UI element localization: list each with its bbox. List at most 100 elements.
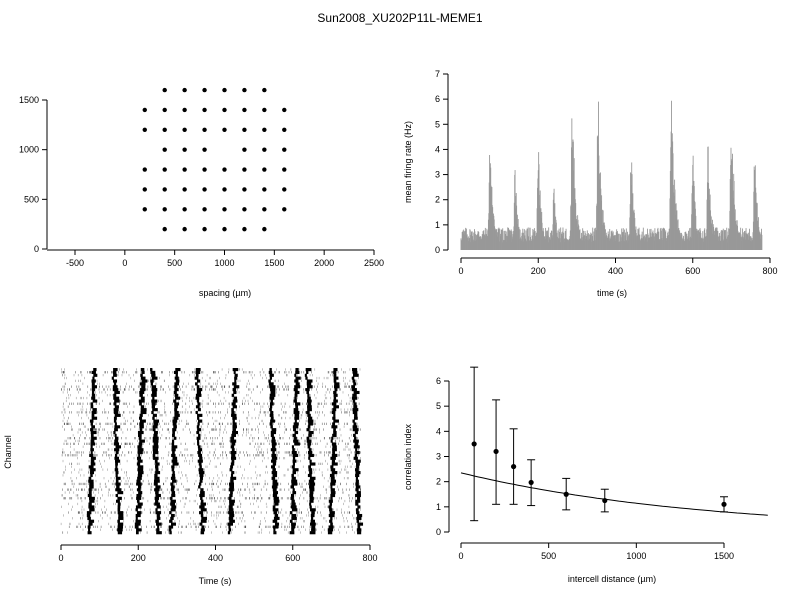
- burst-spike-block: [154, 502, 160, 506]
- burst-spike-block: [330, 439, 333, 443]
- x-axis-label: intercell distance (µm): [568, 574, 656, 584]
- burst-spike-block: [272, 493, 278, 498]
- burst-spike-block: [197, 451, 201, 455]
- burst-spike-block: [351, 376, 355, 380]
- burst-spike-block: [292, 471, 297, 475]
- burst-spike-block: [136, 499, 140, 503]
- burst-spike-block: [172, 479, 177, 483]
- electrode-point: [282, 167, 287, 172]
- burst-spike-block: [88, 491, 92, 495]
- burst-spike-block: [154, 476, 160, 480]
- burst-spike-block: [269, 368, 272, 372]
- burst-spike-block: [198, 471, 205, 475]
- burst-spike-block: [170, 516, 174, 520]
- burst-spike-block: [290, 485, 295, 489]
- burst-spike-block: [171, 442, 175, 446]
- burst-spike-block: [273, 499, 280, 503]
- burst-spike-block: [231, 393, 235, 397]
- burst-spike-block: [269, 405, 273, 409]
- burst-spike-block: [356, 516, 362, 520]
- electrode-point: [162, 207, 167, 212]
- burst-spike-block: [153, 430, 158, 435]
- burst-spike-block: [199, 476, 204, 480]
- y-tick-label: 6: [435, 94, 440, 104]
- burst-spike-block: [152, 448, 159, 452]
- x-tick-label: 800: [762, 266, 777, 276]
- firing-rate-plot: 0 200 400 600 800 0 1 2 3 4 5 6 7 time (s) mean fir…: [403, 69, 778, 298]
- burst-spike-block: [274, 502, 279, 506]
- burst-spike-block: [139, 393, 143, 397]
- burst-spike-block: [171, 505, 177, 509]
- burst-spike-block: [332, 445, 337, 449]
- burst-spike-block: [169, 531, 172, 535]
- burst-spike-block: [330, 468, 336, 472]
- data-point: [721, 501, 727, 507]
- burst-spike-block: [293, 428, 297, 432]
- burst-spike-block: [173, 436, 177, 440]
- burst-spike-block: [228, 516, 234, 520]
- electrode-point: [202, 226, 207, 232]
- burst-spike-block: [153, 456, 159, 460]
- burst-spike-block: [328, 505, 332, 509]
- burst-spike-block: [291, 513, 297, 518]
- burst-spike-block: [115, 451, 119, 455]
- burst-spike-block: [86, 511, 92, 515]
- burst-spike-block: [87, 493, 92, 498]
- burst-spike-block: [194, 376, 199, 380]
- burst-spike-block: [289, 531, 295, 535]
- burst-spike-block: [114, 456, 120, 460]
- burst-spike-block: [273, 491, 278, 495]
- electrode-point: [282, 147, 287, 152]
- burst-spike-block: [113, 402, 117, 406]
- burst-spike-block: [171, 491, 176, 495]
- burst-spike-block: [91, 393, 96, 397]
- burst-spike-block: [273, 531, 277, 535]
- electrode-point: [222, 127, 227, 132]
- burst-spike-block: [154, 496, 160, 500]
- burst-spike-block: [270, 416, 274, 420]
- channel-spikes: [61, 454, 359, 457]
- electrode-point: [182, 187, 187, 192]
- burst-spike-block: [113, 416, 117, 420]
- x-tick-label: 0: [122, 258, 127, 268]
- burst-spike-block: [154, 459, 158, 463]
- burst-spike-block: [309, 522, 316, 526]
- burst-spike-block: [353, 402, 357, 406]
- burst-spike-block: [354, 430, 358, 435]
- burst-spike-block: [332, 422, 336, 426]
- burst-spike-block: [291, 516, 297, 520]
- burst-spike-block: [174, 402, 180, 406]
- electrode-point: [202, 87, 207, 93]
- burst-spike-block: [117, 511, 124, 515]
- burst-spike-block: [353, 405, 358, 409]
- burst-spike-block: [200, 519, 207, 523]
- x-tick-label: 1000: [626, 551, 646, 561]
- burst-spike-block: [150, 379, 154, 383]
- burst-spike-block: [151, 399, 158, 403]
- burst-spike-block: [291, 522, 296, 526]
- burst-spike-block: [294, 416, 300, 420]
- burst-spike-block: [355, 479, 359, 483]
- burst-spike-block: [174, 410, 179, 415]
- burst-spike-block: [135, 505, 142, 509]
- burst-spike-block: [136, 482, 142, 486]
- burst-spike-block: [154, 473, 158, 478]
- burst-spike-block: [117, 505, 121, 509]
- burst-spike-block: [228, 511, 234, 515]
- burst-spike-block: [117, 508, 121, 512]
- y-tick-label: 4: [436, 426, 441, 436]
- data-point: [563, 491, 569, 497]
- burst-spike-block: [93, 368, 97, 372]
- burst-spike-block: [291, 508, 298, 512]
- burst-spike-block: [140, 410, 147, 415]
- burst-spike-block: [137, 473, 143, 478]
- burst-spike-block: [172, 419, 178, 423]
- burst-spike-block: [329, 511, 335, 515]
- burst-spike-block: [88, 519, 95, 523]
- burst-spike-block: [290, 496, 294, 500]
- channel-spikes: [77, 457, 361, 460]
- burst-spike-block: [170, 508, 176, 512]
- burst-spike-block: [354, 413, 358, 417]
- burst-spike-block: [231, 413, 237, 417]
- burst-spike-block: [333, 413, 336, 417]
